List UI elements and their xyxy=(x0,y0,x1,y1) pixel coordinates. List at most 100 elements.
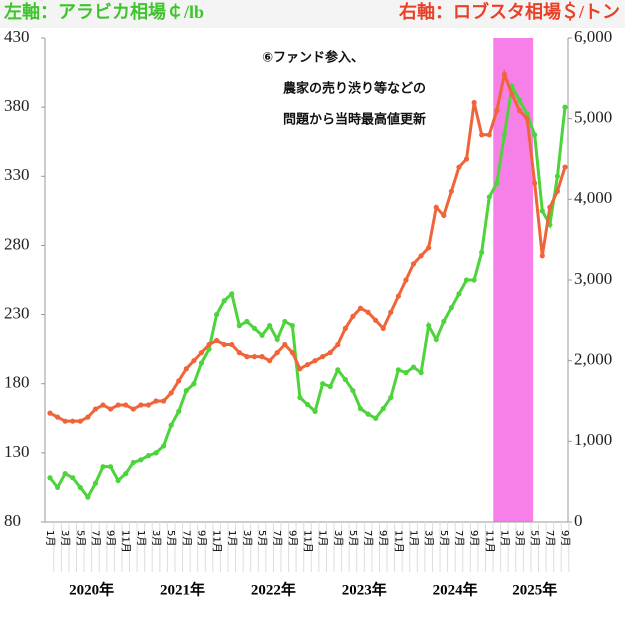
data-point xyxy=(501,71,508,77)
data-point xyxy=(532,180,538,186)
y2-tick-label: 3,000 xyxy=(574,269,612,288)
y-tick-label: 80 xyxy=(4,511,21,530)
data-point xyxy=(471,99,477,106)
x-tick-label: 9月 xyxy=(559,530,571,546)
x-tick-label: 5月 xyxy=(529,530,541,546)
data-point xyxy=(85,494,91,500)
data-point xyxy=(191,381,197,387)
data-point xyxy=(229,341,235,348)
data-point xyxy=(418,253,424,259)
data-point xyxy=(130,406,136,412)
data-point xyxy=(236,323,242,329)
data-point xyxy=(304,362,311,368)
data-point xyxy=(365,411,371,417)
data-point xyxy=(115,477,121,484)
data-point xyxy=(107,406,114,412)
x-tick-label: 1月 xyxy=(135,530,147,546)
data-point xyxy=(312,358,318,364)
data-point xyxy=(176,408,182,414)
x-tick-label: 11月 xyxy=(483,530,495,553)
data-point xyxy=(153,398,159,404)
y2-tick-label: 4,000 xyxy=(574,188,612,207)
data-point xyxy=(168,422,174,428)
data-point xyxy=(524,116,530,122)
y-tick-label: 380 xyxy=(4,96,30,115)
y-tick-label: 280 xyxy=(4,234,30,253)
data-point xyxy=(138,402,144,408)
data-point xyxy=(342,325,348,331)
x-tick-label: 1月 xyxy=(498,530,510,546)
data-point xyxy=(456,164,462,170)
x-tick-label: 3月 xyxy=(241,530,253,546)
x-tick-label: 9月 xyxy=(195,530,207,546)
year-label: 2024年 xyxy=(433,580,478,598)
x-tick-label: 7月 xyxy=(453,530,465,546)
data-point xyxy=(123,471,129,477)
data-point xyxy=(183,366,189,372)
data-point xyxy=(289,350,295,356)
data-point xyxy=(77,418,83,424)
data-point xyxy=(274,350,280,356)
data-point xyxy=(395,293,401,299)
data-point xyxy=(554,188,561,194)
data-point xyxy=(532,132,538,138)
data-point xyxy=(357,305,364,311)
y-tick-label: 330 xyxy=(4,165,30,184)
data-point xyxy=(494,108,500,114)
data-point xyxy=(62,418,68,424)
x-tick-label: 9月 xyxy=(105,530,117,546)
x-tick-label: 3月 xyxy=(514,530,526,546)
x-tick-label: 11月 xyxy=(392,530,404,553)
data-point xyxy=(410,261,417,267)
title-bar xyxy=(0,0,625,28)
data-point xyxy=(426,245,432,251)
data-point xyxy=(335,367,341,373)
data-point xyxy=(70,475,76,481)
data-point xyxy=(320,354,326,360)
data-point xyxy=(244,354,250,360)
data-point xyxy=(251,354,258,360)
data-point xyxy=(380,406,386,412)
data-point xyxy=(289,323,295,329)
y2-tick-label: 5,000 xyxy=(574,108,612,127)
data-point xyxy=(85,414,91,420)
data-point xyxy=(350,388,356,394)
data-point xyxy=(198,350,205,356)
data-point xyxy=(259,354,265,360)
data-point xyxy=(267,358,273,364)
data-point xyxy=(501,132,508,138)
data-point xyxy=(426,323,432,329)
x-tick-label: 7月 xyxy=(180,530,192,546)
x-tick-label: 7月 xyxy=(271,530,283,546)
data-point xyxy=(145,453,152,459)
y2-tick-label: 6,000 xyxy=(574,27,612,46)
x-tick-label: 1月 xyxy=(408,530,420,546)
data-point xyxy=(410,364,417,370)
year-label: 2021年 xyxy=(160,580,205,598)
title-right: 右軸：ロブスタ相場＄/トン xyxy=(399,1,620,22)
data-point xyxy=(274,336,280,343)
data-point xyxy=(539,208,545,214)
data-point xyxy=(448,188,454,194)
data-point xyxy=(433,204,439,210)
x-tick-label: 1月 xyxy=(226,530,238,546)
data-point xyxy=(388,309,394,315)
data-point xyxy=(198,360,205,366)
x-tick-label: 5月 xyxy=(74,530,86,546)
data-point xyxy=(206,341,212,348)
data-point xyxy=(221,298,227,304)
x-tick-label: 5月 xyxy=(165,530,177,546)
data-point xyxy=(357,406,364,412)
data-point xyxy=(161,443,167,449)
data-point xyxy=(130,459,136,466)
data-point xyxy=(486,132,492,138)
data-point xyxy=(373,415,379,421)
data-point xyxy=(123,402,129,408)
data-point xyxy=(47,410,53,416)
data-point xyxy=(509,91,515,98)
x-tick-label: 1月 xyxy=(44,530,56,546)
data-point xyxy=(47,475,53,481)
x-tick-label: 9月 xyxy=(468,530,480,546)
data-point xyxy=(562,104,568,110)
